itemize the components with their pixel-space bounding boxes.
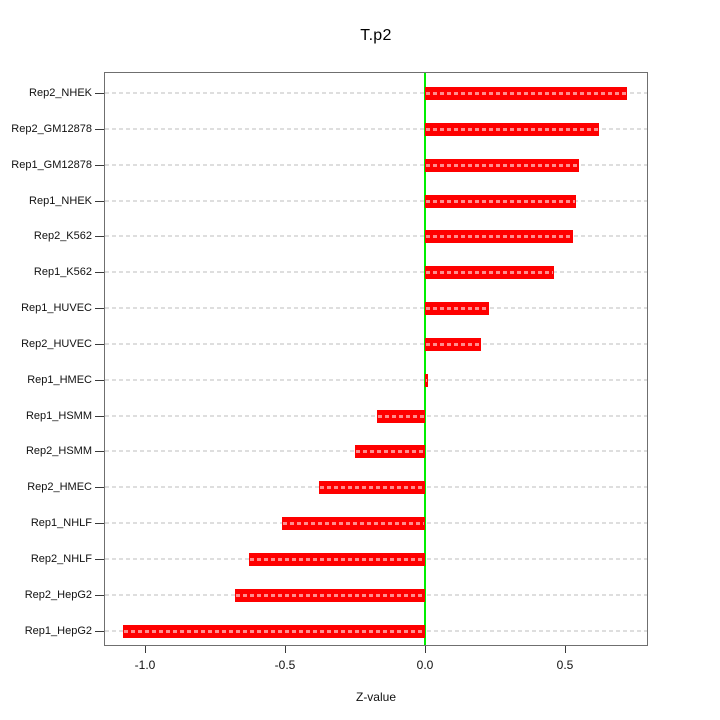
bar-stripe [356, 450, 424, 454]
y-axis-tick [95, 343, 104, 345]
bar-stripe [426, 163, 578, 167]
y-axis-tick [95, 272, 104, 274]
bar-stripe [123, 629, 424, 633]
grid-line [105, 163, 647, 166]
chart-title: T.p2 [360, 27, 392, 44]
category-label: Rep2_HUVEC [21, 337, 92, 350]
y-axis-tick [95, 487, 104, 489]
grid-line [105, 414, 647, 417]
category-label: Rep2_HepG2 [24, 588, 92, 601]
bar [425, 266, 554, 280]
grid-line [105, 127, 647, 130]
y-axis-tick [95, 379, 104, 381]
bar [282, 517, 425, 530]
category-label: Rep1_HepG2 [24, 624, 92, 637]
y-axis-tick [95, 236, 104, 238]
bar [425, 302, 490, 315]
category-label: Rep1_HSMM [25, 409, 92, 422]
bar [425, 194, 577, 208]
y-axis-tick [95, 200, 104, 202]
grid-line [105, 199, 647, 202]
x-axis-title: Z-value [355, 690, 396, 704]
x-axis-tick [425, 646, 426, 653]
x-axis-tick [285, 646, 286, 653]
y-axis-tick [95, 451, 104, 453]
grid-line [105, 235, 647, 238]
y-axis-tick [95, 164, 104, 166]
category-label: Rep1_NHLF [30, 517, 92, 529]
x-tick-label: 0.0 [416, 658, 434, 672]
category-label: Rep2_K562 [33, 230, 92, 243]
bar [122, 624, 425, 638]
zero-reference-line [424, 73, 426, 645]
bar [234, 588, 425, 602]
bar-stripe [235, 593, 424, 597]
category-label: Rep1_GM12878 [11, 158, 92, 171]
bar [248, 552, 425, 566]
bar-stripe [426, 307, 489, 310]
y-axis-tick [95, 630, 104, 632]
category-label: Rep2_NHEK [29, 87, 92, 99]
bar-stripe [426, 342, 480, 346]
y-axis-tick [95, 558, 104, 560]
x-tick-label: -1.0 [134, 658, 156, 672]
grid-line [105, 378, 647, 381]
y-axis-tick [95, 594, 104, 596]
bar [425, 337, 481, 351]
x-axis-tick [565, 646, 566, 653]
y-axis-tick [95, 523, 104, 524]
bar-stripe [319, 486, 424, 490]
grid-line [105, 342, 647, 345]
bar [318, 481, 425, 495]
plot-area [104, 72, 648, 646]
bar [425, 158, 579, 172]
bar-stripe [249, 557, 424, 561]
grid-line [105, 307, 647, 309]
bar [355, 445, 425, 459]
y-axis-tick [95, 128, 104, 130]
y-axis-tick [95, 415, 104, 417]
x-tick-label: 0.5 [556, 658, 574, 672]
bar-stripe [426, 127, 598, 131]
category-label: Rep2_GM12878 [11, 122, 92, 135]
bar [377, 409, 425, 423]
bar-stripe [426, 92, 626, 95]
category-label: Rep2_NHLF [30, 552, 92, 565]
bar-stripe [426, 378, 427, 382]
bar-stripe [378, 414, 424, 418]
grid-line [105, 271, 647, 274]
grid-line [105, 92, 647, 94]
bar [425, 87, 627, 100]
bar [425, 122, 599, 136]
bar-stripe [426, 271, 553, 275]
category-label: Rep2_HSMM [25, 445, 92, 458]
bar [425, 373, 428, 387]
category-label: Rep1_K562 [33, 266, 92, 279]
bar-stripe [426, 235, 573, 239]
bar [425, 230, 574, 244]
category-label: Rep1_HUVEC [21, 302, 92, 314]
bar-stripe [283, 522, 424, 525]
bar-stripe [426, 199, 576, 203]
x-axis-tick [145, 646, 146, 653]
category-label: Rep1_NHEK [29, 194, 92, 207]
x-tick-label: -0.5 [274, 658, 296, 672]
category-label: Rep1_HMEC [27, 373, 92, 386]
y-axis-tick [95, 308, 104, 309]
category-label: Rep2_HMEC [27, 481, 92, 494]
y-axis-tick [95, 93, 104, 94]
